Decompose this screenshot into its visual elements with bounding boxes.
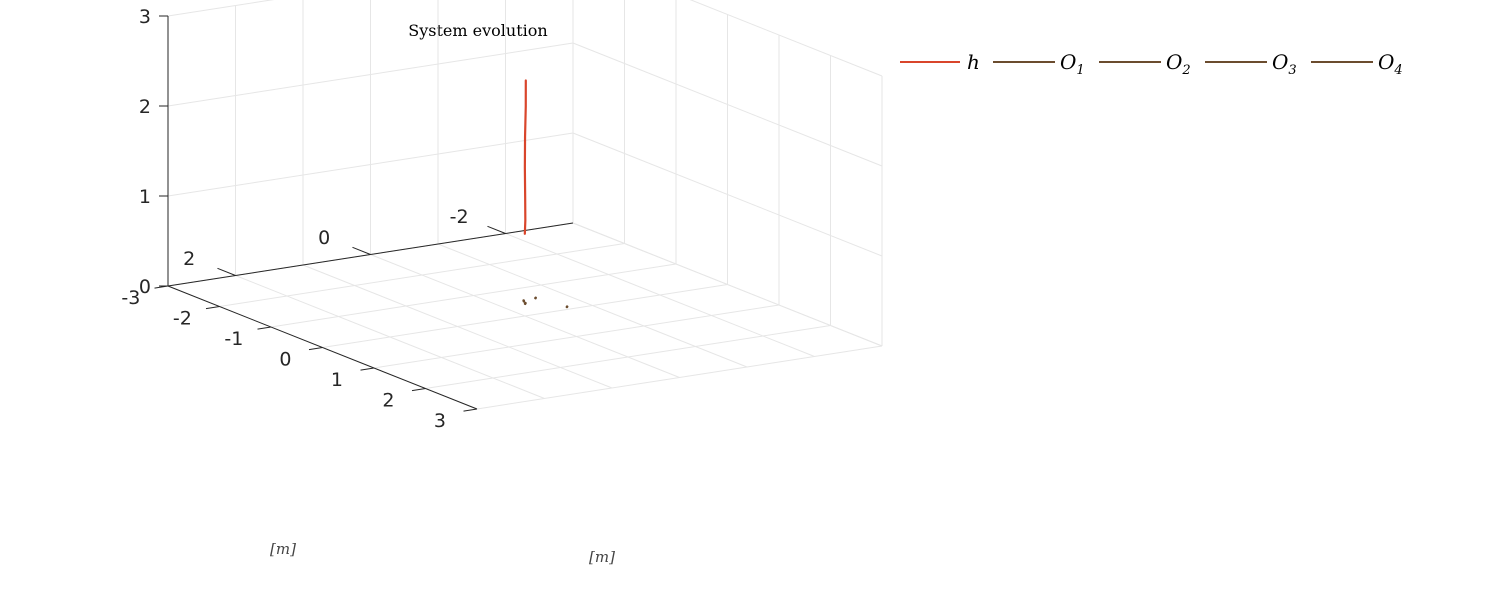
- x-tick-label: -2: [173, 307, 192, 329]
- x-tick: [360, 367, 375, 371]
- x-tick-label: -3: [121, 287, 140, 309]
- y-tick: [352, 246, 371, 255]
- y-tick-label: -2: [450, 206, 469, 228]
- y-axis-label: [m]: [270, 540, 296, 558]
- axis-layer: -3 -2 -1 0 1 2 3 -2 0 2 0 1 2 3: [121, 6, 574, 432]
- legend-entry-o3: O3: [1205, 50, 1297, 78]
- x-tick: [463, 408, 478, 412]
- legend-entry-h: h: [900, 50, 980, 74]
- floor-gridline-y: [370, 254, 680, 378]
- backwall-gridline-z: [572, 132, 883, 257]
- x-tick: [205, 306, 220, 310]
- x-tick-label: 1: [331, 369, 343, 391]
- z-tick-label: 3: [139, 6, 151, 28]
- x-tick-label: 0: [279, 348, 291, 370]
- legend-entry-o2: O2: [1099, 50, 1191, 78]
- legend-entry-o1: O1: [993, 50, 1085, 78]
- floor-gridline-y: [437, 243, 748, 368]
- sidewall-gridline-z: [167, 0, 275, 17]
- backwall-gridline-z: [689, 0, 883, 77]
- sidewall-gridline-z: [167, 132, 574, 197]
- x-tick-label: -1: [224, 328, 243, 350]
- floor-gridline-y: [505, 233, 815, 357]
- legend-label: O3: [1272, 50, 1297, 78]
- legend-label: h: [967, 50, 980, 74]
- x-tick-label: 2: [382, 389, 394, 411]
- floor-gridline-y: [302, 264, 613, 389]
- floor-gridline-y: [235, 275, 545, 399]
- sidewall-gridline-z: [167, 42, 574, 107]
- x-tick-label: 3: [434, 410, 446, 432]
- x-axis-label: [m]: [589, 548, 615, 566]
- series-line-h: [523, 79, 527, 235]
- legend-label: O2: [1166, 50, 1191, 78]
- legend[interactable]: h O1 O2 O3 O4: [900, 50, 1403, 78]
- data-layer: [522, 79, 569, 309]
- backwall-gridline-z: [572, 42, 883, 167]
- x-tick: [411, 388, 426, 392]
- x-tick: [257, 326, 272, 330]
- z-tick-label: 0: [139, 276, 151, 298]
- z-tick-label: 2: [139, 96, 151, 118]
- y-tick-label: 0: [318, 227, 330, 249]
- y-tick-label: 2: [183, 248, 195, 270]
- legend-label: O1: [1060, 50, 1085, 78]
- z-tick-label: 1: [139, 186, 151, 208]
- legend-entry-o4: O4: [1311, 50, 1403, 78]
- y-tick: [217, 267, 236, 276]
- y-tick: [487, 225, 506, 234]
- legend-label: O4: [1378, 50, 1403, 78]
- backwall-gridline-z: [572, 222, 883, 347]
- chart-title: System evolution: [408, 21, 547, 40]
- x-tick: [308, 347, 323, 351]
